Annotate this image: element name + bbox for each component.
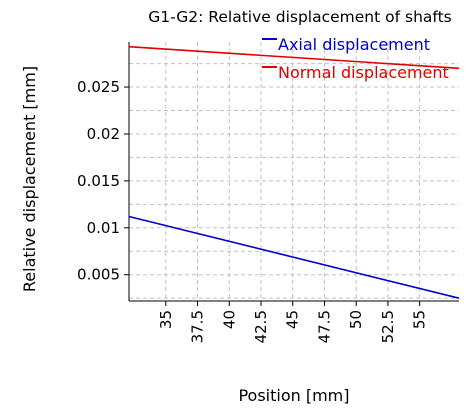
series-line-2 (128, 45, 460, 70)
ticks: 0.005 0.01 0.015 0.02 0.025 35 37.5 40 42.5 45 47.… (77, 78, 429, 343)
x-tick-label: 40 (220, 310, 238, 329)
x-axis-label: Position [mm] (238, 386, 349, 405)
axes (128, 42, 459, 302)
x-tick-label: 50 (347, 310, 365, 329)
y-axis-label: Relative displacement [mm] (20, 66, 39, 292)
x-tick-label: 45 (284, 310, 302, 329)
x-tick-label: 37.5 (189, 310, 207, 343)
legend: Axial displacement Normal displacement (262, 35, 449, 82)
chart-title: G1-G2: Relative displacement of shafts (148, 8, 451, 26)
x-tick-label: 47.5 (315, 310, 333, 343)
y-tick-label: 0.02 (87, 125, 120, 143)
x-tick-label: 55 (411, 310, 429, 329)
x-tick-label: 42.5 (252, 310, 270, 343)
y-tick-label: 0.005 (77, 266, 120, 284)
y-tick-label: 0.01 (87, 219, 120, 237)
x-tick-label: 35 (157, 310, 175, 329)
y-tick-label: 0.025 (77, 78, 120, 96)
y-tick-label: 0.015 (77, 172, 120, 190)
series-group (128, 45, 460, 299)
legend-label: Axial displacement (278, 35, 430, 54)
series-line-1 (128, 215, 460, 299)
x-tick-label: 52.5 (379, 310, 397, 343)
legend-label: Normal displacement (278, 63, 449, 82)
grid (129, 42, 459, 301)
